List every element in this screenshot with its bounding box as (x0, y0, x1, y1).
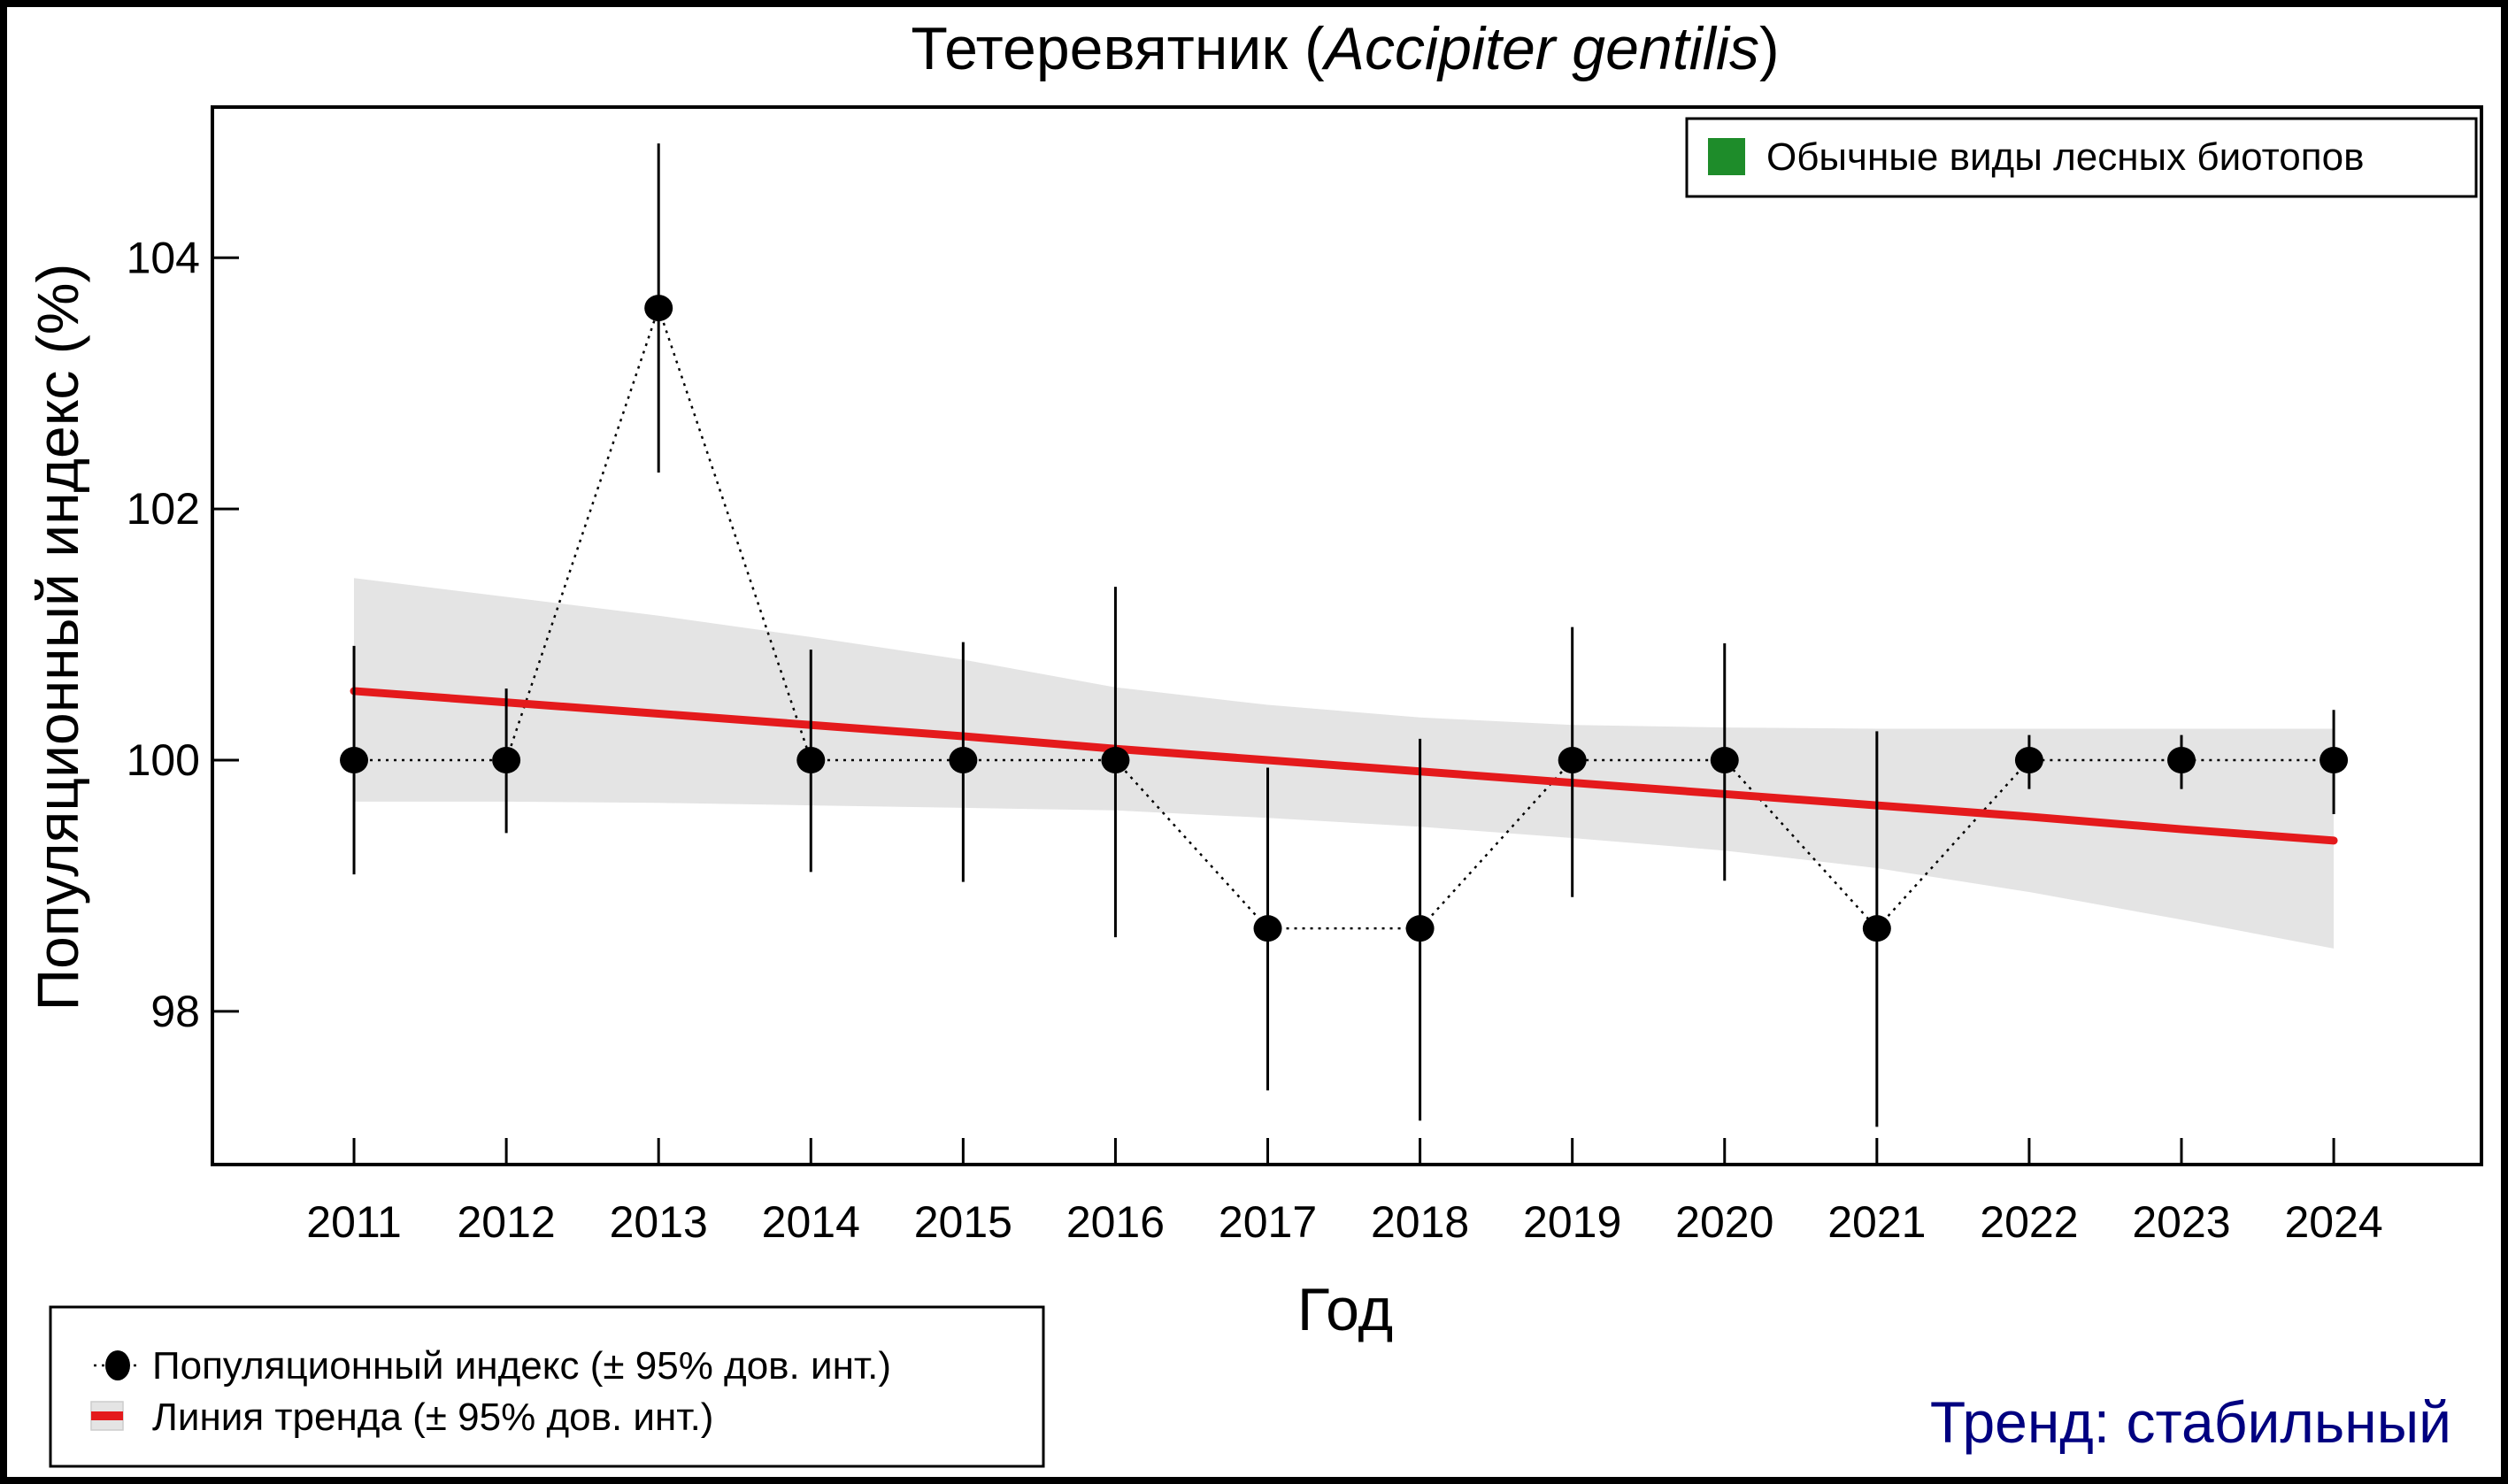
chart-title-russian: Тетеревятник (911, 15, 1289, 82)
index-dotted-line (354, 304, 2335, 931)
trend-line (350, 687, 2338, 845)
data-point-2024 (2320, 747, 2349, 774)
data-point-2016 (1101, 747, 1130, 774)
y-axis-label: Популяционный индекс (%) (25, 264, 90, 1011)
x-tick-label-2023: 2023 (2132, 1197, 2230, 1247)
x-tick-label-2022: 2022 (1980, 1197, 2078, 1247)
x-tick-label-2018: 2018 (1371, 1197, 1469, 1247)
data-point-2011 (340, 747, 369, 774)
x-tick-label-2019: 2019 (1523, 1197, 1621, 1247)
y-tick-label-102: 102 (127, 484, 200, 534)
legend-top-box (1685, 117, 2478, 198)
y-axis: 98 100 102 104 (127, 233, 239, 1036)
plot-frame (211, 105, 2483, 1166)
y-tick-label-100: 100 (127, 735, 200, 785)
x-tick-label-2020: 2020 (1675, 1197, 1773, 1247)
data-point-2012 (492, 747, 521, 774)
x-tick-label-2021: 2021 (1827, 1197, 1926, 1247)
x-tick-label-2017: 2017 (1219, 1197, 1317, 1247)
x-tick-label-2011: 2011 (306, 1197, 402, 1247)
y-tick-label-104: 104 (127, 233, 200, 282)
plot-area (340, 143, 2349, 1127)
chart-title-close-paren: ) (1759, 15, 1780, 82)
x-tick-label-2013: 2013 (610, 1197, 708, 1247)
data-point-2017 (1253, 915, 1282, 942)
x-axis-label: Год (1297, 1276, 1393, 1343)
data-point-2020 (1710, 747, 1739, 774)
green-square-icon (1708, 138, 1745, 175)
legend-bottom-box (49, 1305, 1045, 1468)
trend-status-text: Тренд: стабильный (1930, 1389, 2451, 1455)
chart-title-latin: Accipiter gentilis (1321, 15, 1759, 82)
data-point-2022 (2014, 747, 2043, 774)
x-axis: 2011 2012 2013 2014 2015 2016 2017 2018 2019 2020… (306, 1138, 2383, 1247)
y-tick-label-98: 98 (150, 987, 200, 1036)
x-tick-label-2014: 2014 (762, 1197, 860, 1247)
data-point-2013 (644, 295, 673, 322)
legend-top-label: Обычные виды лесных биотопов (1766, 135, 2364, 179)
chart-title: Тетеревятник (Accipiter gentilis) (911, 15, 1779, 82)
data-point-2015 (949, 747, 978, 774)
legend-bottom-left: Популяционный индекс (± 95% дов. инт.) Л… (49, 1305, 1045, 1468)
x-tick-label-2016: 2016 (1066, 1197, 1165, 1247)
x-tick-label-2012: 2012 (457, 1197, 555, 1247)
legend-item-index-label: Популяционный индекс (± 95% дов. инт.) (152, 1344, 891, 1388)
chart-title-open-paren: ( (1288, 15, 1325, 82)
data-point-2014 (796, 747, 826, 774)
data-point-2021 (1862, 915, 1891, 942)
data-point-2019 (1558, 747, 1587, 774)
legend-top-right: Обычные виды лесных биотопов (1685, 117, 2478, 198)
x-tick-label-2015: 2015 (914, 1197, 1012, 1247)
data-point-2023 (2167, 747, 2196, 774)
x-tick-label-2024: 2024 (2284, 1197, 2382, 1247)
data-point-2018 (1405, 915, 1435, 942)
black-dot-icon (105, 1350, 130, 1380)
legend-item-trend-label: Линия тренда (± 95% дов. инт.) (152, 1396, 713, 1439)
